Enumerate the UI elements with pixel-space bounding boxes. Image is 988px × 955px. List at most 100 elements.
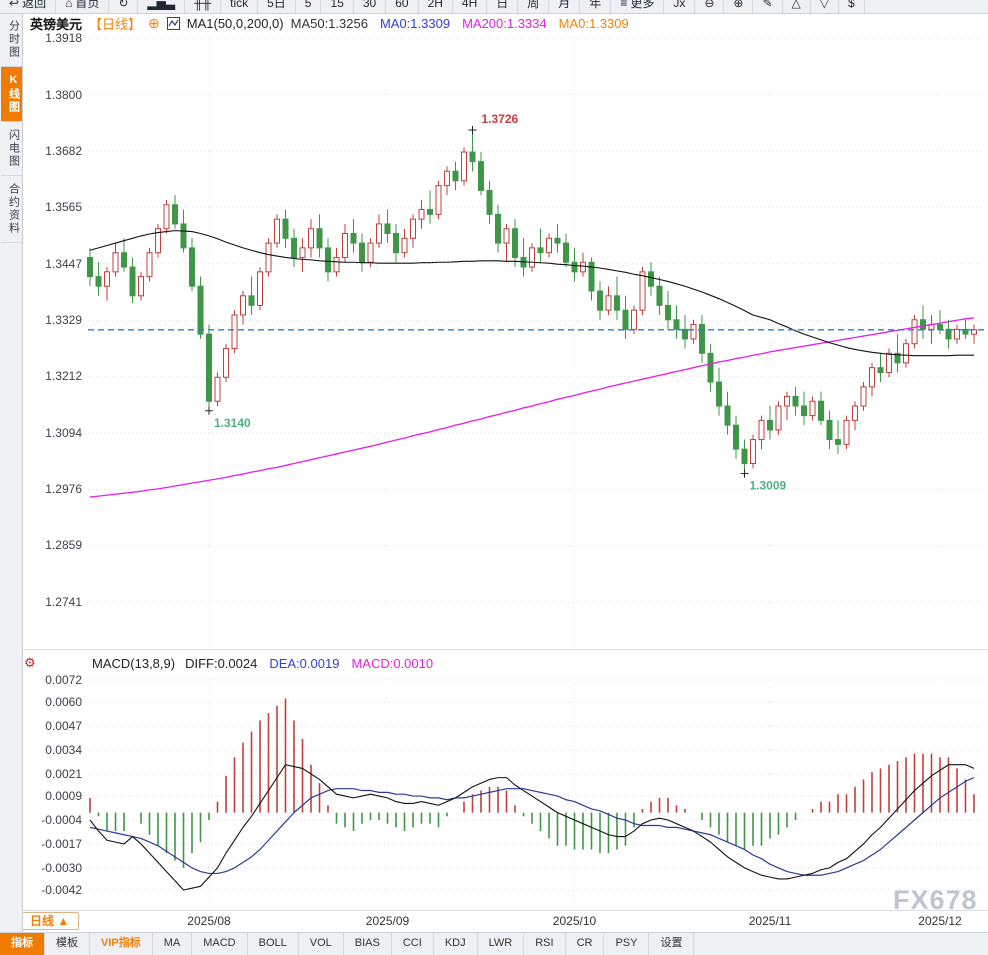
x-axis-month-label: 2025/10 [552, 914, 597, 928]
x-axis-month-label: 2025/08 [187, 914, 231, 928]
x-axis-month-label: 2025/09 [365, 914, 410, 928]
price-axis-tick: 1.3447 [45, 256, 82, 271]
bottom-tab-lwr[interactable]: LWR [478, 933, 525, 955]
bottom-tab-kdj[interactable]: KDJ [434, 933, 478, 955]
toolbar-item-label: 5日 [267, 0, 286, 10]
bottom-tab-indicator[interactable]: 指标 [0, 933, 45, 955]
sidebar-tab-lightning[interactable]: 闪电图 [0, 122, 22, 176]
macd-header: MACD(13,8,9) DIFF:0.0024 DEA:0.0019 MACD:0… [92, 656, 433, 671]
ma-indicator-icon [166, 17, 180, 30]
macd-axis-tick: 0.0060 [45, 695, 82, 710]
toolbar-item-period-30[interactable]: 30 [354, 0, 387, 13]
bottom-tab-cr[interactable]: CR [566, 933, 605, 955]
macd-axis-tick: 0.0072 [45, 673, 82, 687]
bottom-tab-settings[interactable]: 设置 [649, 933, 695, 955]
price-axis-tick: 1.3565 [45, 200, 82, 215]
toolbar-item-back[interactable]: ↩ 返回 [0, 0, 57, 13]
toolbar-item-period-tick[interactable]: tick [221, 0, 259, 13]
toolbar-item-period-4h[interactable]: 4H [453, 0, 488, 13]
x-axis-month-label: 2025/12 [918, 914, 962, 928]
expand-icon[interactable]: ⊕ [148, 15, 160, 31]
currency-icon: $ [848, 0, 855, 10]
toolbar-item-period-15[interactable]: 15 [321, 0, 354, 13]
period-selector-button[interactable]: 日线 ▲ [20, 912, 80, 930]
x-axis-month-label: 2025/11 [748, 914, 792, 928]
toolbar-item-period-month[interactable]: 月 [549, 0, 581, 13]
top-toolbar: ↩ 返回 ⌂ 首页 ↻ ▂▅▃ ╫╫ tick 5日 5 15 30 60 2H 4H 日周月年 ≡ 更多 Jx ⊖ ⊕… [0, 0, 988, 14]
svg-text:1.3009: 1.3009 [750, 479, 787, 493]
toolbar-item-period-week[interactable]: 周 [518, 0, 550, 13]
bottom-tab-macd[interactable]: MACD [192, 933, 248, 955]
toolbar-item-label: 更多 [630, 0, 655, 10]
toolbar-item-bar-chart-view[interactable]: ▂▅▃ [138, 0, 186, 13]
toolbar-item-period-5[interactable]: 5 [296, 0, 322, 13]
macd-axis-tick: -0.0017 [41, 836, 82, 851]
bottom-tab-rsi[interactable]: RSI [524, 933, 566, 955]
bottom-tab-psy[interactable]: PSY [604, 933, 650, 955]
toolbar-item-period-year[interactable]: 年 [580, 0, 612, 13]
left-sidebar: 分时图 K线图 闪电图 合约资料 [0, 13, 23, 945]
period-label: 【日线】 [89, 17, 142, 32]
home-icon: ⌂ [65, 0, 73, 10]
macd-value-label: DIFF:0.0024 [185, 656, 258, 671]
toolbar-item-zoom-out[interactable]: ⊖ [695, 0, 725, 13]
toolbar-item-label: tick [230, 0, 249, 10]
candle-view-icon: ╫╫ [194, 0, 212, 10]
toolbar-item-label: Jx [673, 0, 686, 10]
macd-value-label: MACD:0.0010 [351, 656, 434, 671]
ma-values: MA50:1.3256 MA0:1.3309 MA200:1.3334 MA0:1.3… [291, 16, 629, 31]
zoom-in-icon: ⊕ [733, 0, 744, 10]
toolbar-item-draw-tool[interactable]: ✎ [753, 0, 783, 13]
price-axis-tick: 1.3212 [45, 369, 82, 384]
macd-settings-icon[interactable]: ⚙ [24, 655, 36, 670]
toolbar-item-label: 4H [461, 0, 478, 10]
bottom-tab-boll[interactable]: BOLL [248, 933, 299, 955]
toolbar-item-refresh[interactable]: ↻ [109, 0, 139, 13]
toolbar-item-label: 首页 [75, 0, 100, 10]
bottom-tab-template[interactable]: 模板 [45, 933, 90, 955]
toolbar-item-label: 返回 [22, 0, 47, 10]
price-axis-tick: 1.3800 [45, 87, 82, 102]
ma-settings-label: MA1(50,0,200,0) [186, 16, 284, 31]
toolbar-item-more-menu[interactable]: ≡ 更多 [611, 0, 665, 13]
sidebar-tab-kline[interactable]: K线图 [0, 67, 22, 122]
bottom-tab-vol[interactable]: VOL [299, 933, 344, 955]
panel-divider [22, 649, 988, 650]
toolbar-item-period-2h[interactable]: 2H [419, 0, 453, 13]
toolbar-item-label: 30 [362, 0, 377, 10]
toolbar-item-triangle-up[interactable]: △ [783, 0, 811, 13]
bottom-tab-ma[interactable]: MA [153, 933, 193, 955]
price-axis-tick: 1.2859 [45, 538, 82, 553]
price-axis-tick: 1.3682 [45, 144, 82, 159]
toolbar-item-triangle-down[interactable]: ▽ [811, 0, 839, 13]
price-axis-tick: 1.2976 [45, 482, 82, 497]
refresh-icon: ↻ [118, 0, 129, 10]
toolbar-item-period-60[interactable]: 60 [386, 0, 419, 13]
macd-axis-tick: -0.0004 [41, 813, 82, 827]
sidebar-tab-contract-info[interactable]: 合约资料 [0, 176, 22, 243]
bottom-tab-vip-indicator[interactable]: VIP指标 [90, 933, 153, 955]
sidebar-tab-timeshare[interactable]: 分时图 [0, 13, 22, 67]
bar-chart-view-icon: ▂▅▃ [147, 0, 176, 10]
more-menu-icon: ≡ [620, 0, 628, 10]
toolbar-item-formula[interactable]: Jx [664, 0, 696, 13]
bottom-tab-bias[interactable]: BIAS [344, 933, 392, 955]
back-icon: ↩ [9, 0, 20, 10]
toolbar-item-candle-view[interactable]: ╫╫ [185, 0, 222, 13]
macd-axis-tick: -0.0030 [41, 860, 82, 875]
toolbar-item-label: 月 [558, 0, 571, 10]
macd-axis-tick: 0.0034 [45, 743, 82, 757]
macd-axis-tick: -0.0042 [41, 883, 82, 897]
price-axis-tick: 1.3918 [45, 31, 82, 45]
toolbar-item-currency[interactable]: $ [839, 0, 865, 13]
zoom-out-icon: ⊖ [704, 0, 715, 10]
toolbar-item-home[interactable]: ⌂ 首页 [56, 0, 110, 13]
draw-tool-icon: ✎ [762, 0, 773, 10]
macd-axis-tick: 0.0047 [45, 719, 82, 734]
toolbar-item-period-day[interactable]: 日 [487, 0, 519, 13]
bottom-tab-cci[interactable]: CCI [392, 933, 434, 955]
price-axis-tick: 1.2741 [45, 595, 82, 609]
toolbar-item-period-5d[interactable]: 5日 [258, 0, 296, 13]
toolbar-item-zoom-in[interactable]: ⊕ [724, 0, 754, 13]
